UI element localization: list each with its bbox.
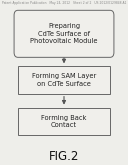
FancyBboxPatch shape [18,66,110,94]
FancyBboxPatch shape [18,108,110,135]
FancyBboxPatch shape [14,10,114,57]
Text: Preparing
CdTe Surface of
Photovoltaic Module: Preparing CdTe Surface of Photovoltaic M… [30,23,98,44]
Text: FIG.2: FIG.2 [49,150,79,163]
Text: Forming Back
Contact: Forming Back Contact [41,115,87,128]
Text: Forming SAM Layer
on CdTe Surface: Forming SAM Layer on CdTe Surface [32,73,96,87]
Text: Patent Application Publication   May 24, 2012   Sheet 2 of 2   US 2012/0129848 A: Patent Application Publication May 24, 2… [2,1,126,5]
